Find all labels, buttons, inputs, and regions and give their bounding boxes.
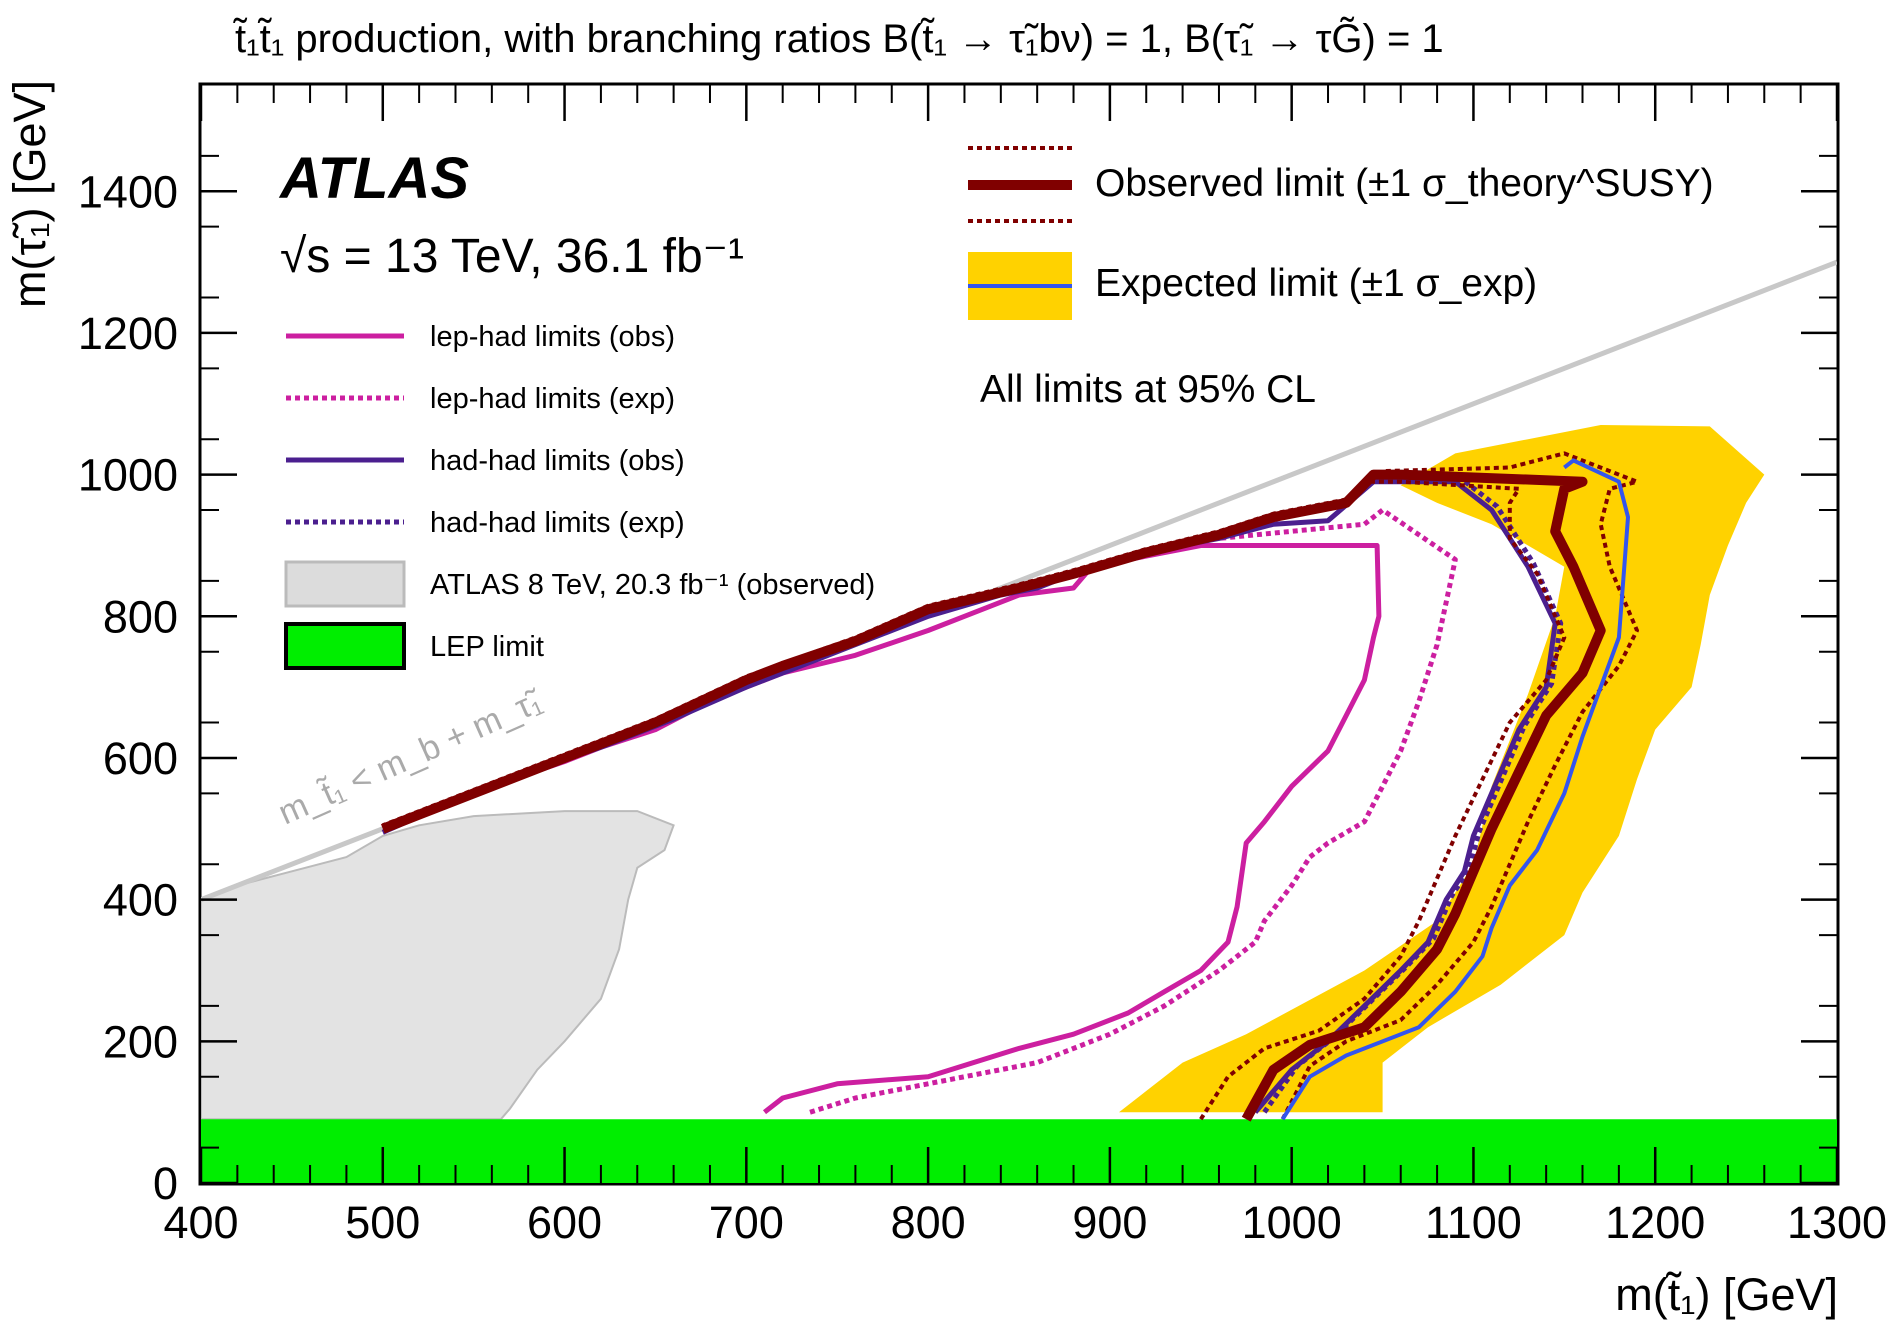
- x-tick-label: 700: [709, 1197, 784, 1248]
- kinematic-label: m_t̃₁ < m_b + m_τ̃₁: [273, 682, 548, 832]
- data-layer: [201, 259, 1837, 1183]
- series-obs: [380, 469, 1606, 1122]
- y-tick-label: 1200: [78, 308, 178, 359]
- legend-top: Observed limit (±1 σ_theory^SUSY) Expecte…: [968, 146, 1714, 320]
- experiment-label: ATLAS: [278, 146, 469, 211]
- x-tick-label: 800: [891, 1197, 966, 1248]
- legend-exp-label: Expected limit (±1 σ_exp): [1095, 262, 1537, 305]
- y-tick-label: 1000: [78, 450, 178, 501]
- lep-limit-band: [201, 1119, 1837, 1183]
- x-tick-label: 1100: [1425, 1197, 1522, 1248]
- x-tick-label: 1000: [1242, 1197, 1342, 1248]
- legend-item-label: had-had limits (obs): [430, 445, 685, 477]
- legend-item-label: lep-had limits (obs): [430, 321, 675, 353]
- legend-obs-label: Observed limit (±1 σ_theory^SUSY): [1095, 162, 1714, 205]
- legend-item-label: had-had limits (exp): [430, 507, 685, 539]
- x-tick-label: 400: [163, 1197, 238, 1248]
- energy-label: √s = 13 TeV, 36.1 fb⁻¹: [280, 230, 744, 283]
- x-tick-label: 500: [345, 1197, 420, 1248]
- legend-swatch-fill: [284, 560, 406, 608]
- legend-swatch-fill: [284, 622, 406, 670]
- y-tick-label: 600: [103, 733, 178, 784]
- series-obs_down: [1199, 479, 1567, 1121]
- legend-item-label: LEP limit: [430, 631, 544, 663]
- x-axis-label: m(t̃₁) [GeV]: [1615, 1269, 1838, 1320]
- cl-note: All limits at 95% CL: [980, 368, 1316, 411]
- series-exp: [1280, 458, 1630, 1121]
- y-tick-label: 200: [103, 1016, 178, 1067]
- legend-left: lep-had limits (obs) lep-had limits (exp)…: [284, 321, 875, 670]
- x-tick-label: 600: [527, 1197, 602, 1248]
- x-tick-label: 1300: [1787, 1197, 1887, 1248]
- y-tick-label: 1400: [78, 166, 178, 217]
- x-tick-label: 1200: [1605, 1197, 1705, 1248]
- legend-item-label: lep-had limits (exp): [430, 383, 675, 415]
- legend-item-label: ATLAS 8 TeV, 20.3 fb⁻¹ (observed): [430, 569, 875, 601]
- x-tick-label: 900: [1072, 1197, 1147, 1248]
- series-exp_band: [1119, 425, 1765, 1113]
- chart-title: t̃₁t̃₁ production, with branching ratios…: [233, 16, 1444, 61]
- series-atlas8: [201, 810, 675, 1121]
- y-tick-label: 0: [153, 1158, 178, 1209]
- y-tick-label: 800: [103, 591, 178, 642]
- plot-frame: [198, 82, 1840, 1186]
- axes: 400 500 600 700 800 900 1000 1100 1200 1300 0 200 40…: [78, 85, 1887, 1248]
- y-tick-label: 400: [103, 875, 178, 926]
- series-obs_up: [382, 451, 1639, 1121]
- y-axis-label: m(τ̃₁) [GeV]: [4, 80, 55, 308]
- series-lephad_exp: [809, 507, 1458, 1115]
